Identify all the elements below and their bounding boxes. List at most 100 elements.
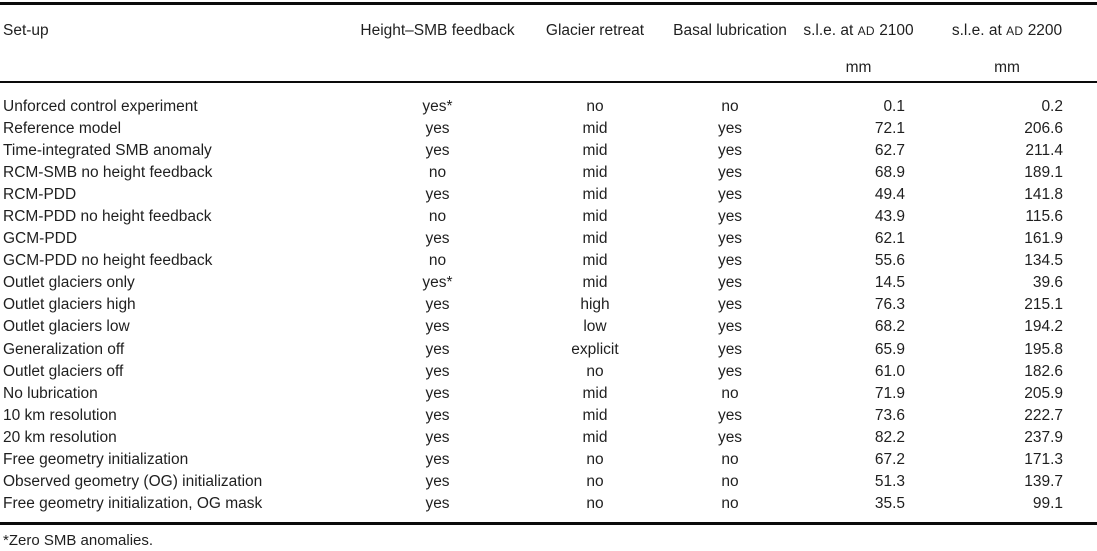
- cell-sle-2100: 43.9: [874, 207, 905, 225]
- cell-sle-2100: 0.1: [883, 97, 905, 115]
- cell-setup: No lubrication: [3, 384, 98, 402]
- cell-glacier-retreat: no: [586, 473, 604, 491]
- cell-sle-2100: 68.9: [874, 163, 905, 181]
- cell-basal-lubrication: yes: [717, 252, 743, 270]
- cell-sle-2100: 35.5: [874, 495, 905, 513]
- cell-height-smb-feedback: yes: [425, 318, 450, 336]
- cell-sle-2100: 71.9: [874, 384, 905, 402]
- cell-sle-2200: 211.4: [1025, 141, 1063, 159]
- cell-sle-2100: 68.2: [874, 318, 905, 336]
- sle-2200-era: AD: [1006, 24, 1024, 38]
- cell-height-smb-feedback: yes: [425, 428, 450, 446]
- table-row: GCM-PDD no height feedback no mid yes 55.6 13…: [0, 250, 1097, 272]
- cell-basal-lubrication: yes: [717, 185, 743, 203]
- cell-sle-2200: 161.9: [1024, 230, 1063, 248]
- cell-sle-2200: 206.6: [1024, 119, 1063, 137]
- cell-sle-2100: 55.6: [874, 252, 905, 270]
- table-row: 10 km resolution yes mid yes 73.6 222.7: [0, 405, 1097, 427]
- cell-sle-2200: 134.5: [1024, 252, 1063, 270]
- sle-2200-pre: s.l.e. at: [951, 22, 1002, 39]
- cell-sle-2100: 51.3: [874, 473, 905, 491]
- cell-basal-lubrication: yes: [717, 207, 743, 225]
- cell-setup: Generalization off: [3, 340, 125, 358]
- footnote: *Zero SMB anomalies.: [3, 532, 154, 550]
- cell-glacier-retreat: mid: [582, 384, 608, 402]
- cell-height-smb-feedback: yes*: [422, 274, 453, 292]
- sle-2100-year: 2100: [879, 22, 914, 39]
- cell-glacier-retreat: explicit: [571, 340, 619, 358]
- cell-sle-2100: 61.0: [874, 362, 905, 380]
- table-row: Outlet glaciers high yes high yes 76.3 215.1: [0, 294, 1097, 316]
- column-header-sle-2100: s.l.e. at AD 2100 mm: [800, 3, 917, 83]
- table-row: Free geometry initialization, OG mask yes…: [0, 493, 1097, 524]
- table-row: Free geometry initialization yes no no 67.2 1…: [0, 449, 1097, 471]
- cell-height-smb-feedback: yes: [425, 296, 450, 314]
- cell-sle-2200: 222.7: [1024, 406, 1063, 424]
- cell-height-smb-feedback: yes: [425, 384, 450, 402]
- cell-sle-2200: 139.7: [1024, 473, 1063, 491]
- cell-basal-lubrication: yes: [717, 406, 743, 424]
- cell-sle-2200: 39.6: [1032, 274, 1063, 292]
- column-header-setup-label: Set-up: [3, 22, 49, 39]
- cell-glacier-retreat: mid: [582, 119, 608, 137]
- cell-setup: RCM-SMB no height feedback: [3, 163, 213, 181]
- cell-glacier-retreat: mid: [582, 274, 608, 292]
- cell-setup: Outlet glaciers only: [3, 274, 135, 292]
- cell-glacier-retreat: mid: [582, 406, 608, 424]
- table-row: GCM-PDD yes mid yes 62.1 161.9: [0, 228, 1097, 250]
- cell-sle-2100: 72.1: [874, 119, 905, 137]
- table-row: Generalization off yes explicit yes 65.9 195.…: [0, 339, 1097, 361]
- cell-height-smb-feedback: yes: [425, 495, 450, 513]
- column-header-height-smb-label: Height–SMB feedback: [360, 22, 515, 39]
- cell-height-smb-feedback: no: [428, 163, 447, 181]
- table-row: Outlet glaciers off yes no yes 61.0 182.6: [0, 361, 1097, 383]
- cell-height-smb-feedback: no: [428, 252, 447, 270]
- cell-basal-lubrication: yes: [717, 296, 743, 314]
- cell-height-smb-feedback: yes: [425, 119, 450, 137]
- cell-basal-lubrication: yes: [717, 318, 743, 336]
- cell-glacier-retreat: mid: [582, 428, 608, 446]
- cell-basal-lubrication: yes: [717, 141, 743, 159]
- cell-sle-2100: 65.9: [874, 340, 905, 358]
- cell-setup: Time-integrated SMB anomaly: [3, 141, 212, 159]
- cell-glacier-retreat: low: [583, 318, 607, 336]
- cell-sle-2100: 49.4: [874, 185, 905, 203]
- table-body: Unforced control experiment yes* no no 0.1 0.…: [0, 82, 1097, 524]
- cell-setup: GCM-PDD no height feedback: [3, 252, 213, 270]
- cell-setup: RCM-PDD: [3, 185, 77, 203]
- cell-height-smb-feedback: yes*: [422, 97, 453, 115]
- column-header-sle-2200-unit: mm: [994, 59, 1020, 76]
- cell-height-smb-feedback: yes: [425, 406, 450, 424]
- cell-setup: Free geometry initialization: [3, 451, 189, 468]
- cell-sle-2200: 189.1: [1024, 163, 1063, 181]
- column-header-sle-2100-label: s.l.e. at AD 2100: [803, 22, 913, 39]
- cell-setup: Unforced control experiment: [3, 97, 198, 115]
- cell-height-smb-feedback: yes: [425, 230, 450, 248]
- column-header-glacier-retreat: Glacier retreat: [530, 3, 660, 83]
- header-row: Set-up Height–SMB feedback Glacier retre…: [0, 3, 1097, 83]
- cell-sle-2200: 0.2: [1041, 97, 1063, 115]
- cell-glacier-retreat: no: [586, 362, 604, 380]
- cell-glacier-retreat: no: [586, 451, 604, 468]
- cell-height-smb-feedback: yes: [425, 141, 450, 159]
- cell-glacier-retreat: mid: [582, 207, 608, 225]
- column-header-height-smb-feedback: Height–SMB feedback: [345, 3, 530, 83]
- table-row: Outlet glaciers only yes* mid yes 14.5 39.6: [0, 272, 1097, 294]
- cell-sle-2100: 14.5: [874, 274, 905, 292]
- table-row: No lubrication yes mid no 71.9 205.9: [0, 383, 1097, 405]
- cell-sle-2200: 205.9: [1024, 384, 1063, 402]
- table-row: RCM-SMB no height feedback no mid yes 68.9 18…: [0, 162, 1097, 184]
- cell-setup: Observed geometry (OG) initialization: [3, 473, 263, 491]
- cell-setup: GCM-PDD: [3, 230, 78, 248]
- cell-basal-lubrication: yes: [717, 119, 743, 137]
- table-row: RCM-PDD yes mid yes 49.4 141.8: [0, 184, 1097, 206]
- table-header: Set-up Height–SMB feedback Glacier retre…: [0, 3, 1097, 83]
- results-table: Set-up Height–SMB feedback Glacier retre…: [0, 2, 1097, 526]
- cell-height-smb-feedback: yes: [425, 340, 450, 358]
- cell-basal-lubrication: no: [721, 384, 739, 402]
- table-row: Observed geometry (OG) initialization yes…: [0, 471, 1097, 493]
- table-row: Time-integrated SMB anomaly yes mid yes 62.7…: [0, 140, 1097, 162]
- cell-setup: Free geometry initialization, OG mask: [3, 495, 263, 513]
- column-header-sle-2100-unit: mm: [845, 59, 872, 76]
- cell-sle-2200: 141.8: [1024, 185, 1063, 203]
